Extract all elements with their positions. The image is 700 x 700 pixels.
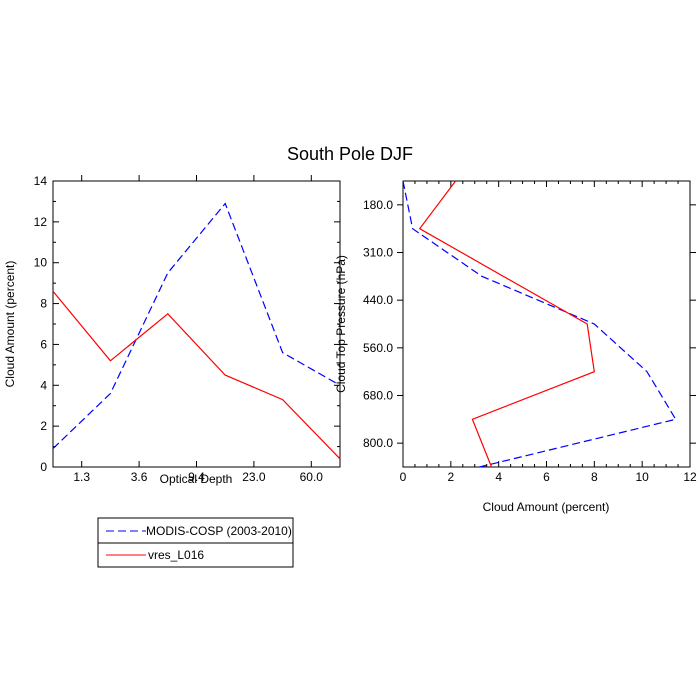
left-x-tick-label: 23.0 [242,470,266,484]
right-x-tick-label: 10 [635,470,649,484]
left-x-tick-label: 9.4 [188,470,205,484]
left-y-tick-label: 4 [40,378,47,392]
legend-label-vres: vres_L016 [148,548,204,562]
right-x-tick-label: 0 [400,470,407,484]
left-y-tick-label: 12 [34,215,48,229]
right-plot-frame [402,180,691,468]
left-x-tick-label: 3.6 [131,470,148,484]
chart-title: South Pole DJF [287,144,413,164]
left-y-tick-label: 10 [34,256,48,270]
right-x-tick-label: 6 [543,470,550,484]
legend-label-modis: MODIS-COSP (2003-2010) [146,524,292,538]
left-y-tick-label: 2 [40,419,47,433]
left-y-axis-label: Cloud Amount (percent) [3,261,17,388]
right-y-tick-label: 800.0 [363,436,393,450]
left-x-tick-label: 1.3 [73,470,90,484]
left-x-tick-label: 60.0 [300,470,324,484]
right-y-tick-label: 310.0 [363,246,393,260]
right-series-line-1 [418,180,595,468]
left-chart: 0 2 4 6 8 10 12 14 1.3 3.6 9.4 23.0 60.0 Optical Dep… [3,174,341,486]
left-y-tick-label: 0 [40,460,47,474]
right-x-tick-label: 4 [495,470,502,484]
left-plot-frame [52,180,341,468]
right-x-tick-label: 8 [591,470,598,484]
right-y-tick-label: 180.0 [363,198,393,212]
right-chart: 0 2 4 6 8 10 12180.0310.0440.0560.0680.0800.0 … [334,180,697,514]
left-y-tick-label: 14 [34,174,48,188]
right-x-tick-label: 12 [683,470,697,484]
right-x-tick-label: 2 [447,470,454,484]
right-y-tick-label: 680.0 [363,389,393,403]
legend: MODIS-COSP (2003-2010) vres_L016 [97,517,294,568]
right-y-tick-label: 560.0 [363,341,393,355]
left-series-line-0 [52,202,341,450]
left-y-tick-label: 6 [40,337,47,351]
right-x-axis-label: Cloud Amount (percent) [483,500,610,514]
left-y-tick-label: 8 [40,297,47,311]
left-x-axis-label: Optical Depth [160,472,233,486]
right-y-tick-label: 440.0 [363,293,393,307]
right-y-axis-label: Cloud Top Pressure (hPa) [334,255,348,393]
right-series-line-0 [402,180,677,468]
left-series-line-1 [52,290,341,460]
